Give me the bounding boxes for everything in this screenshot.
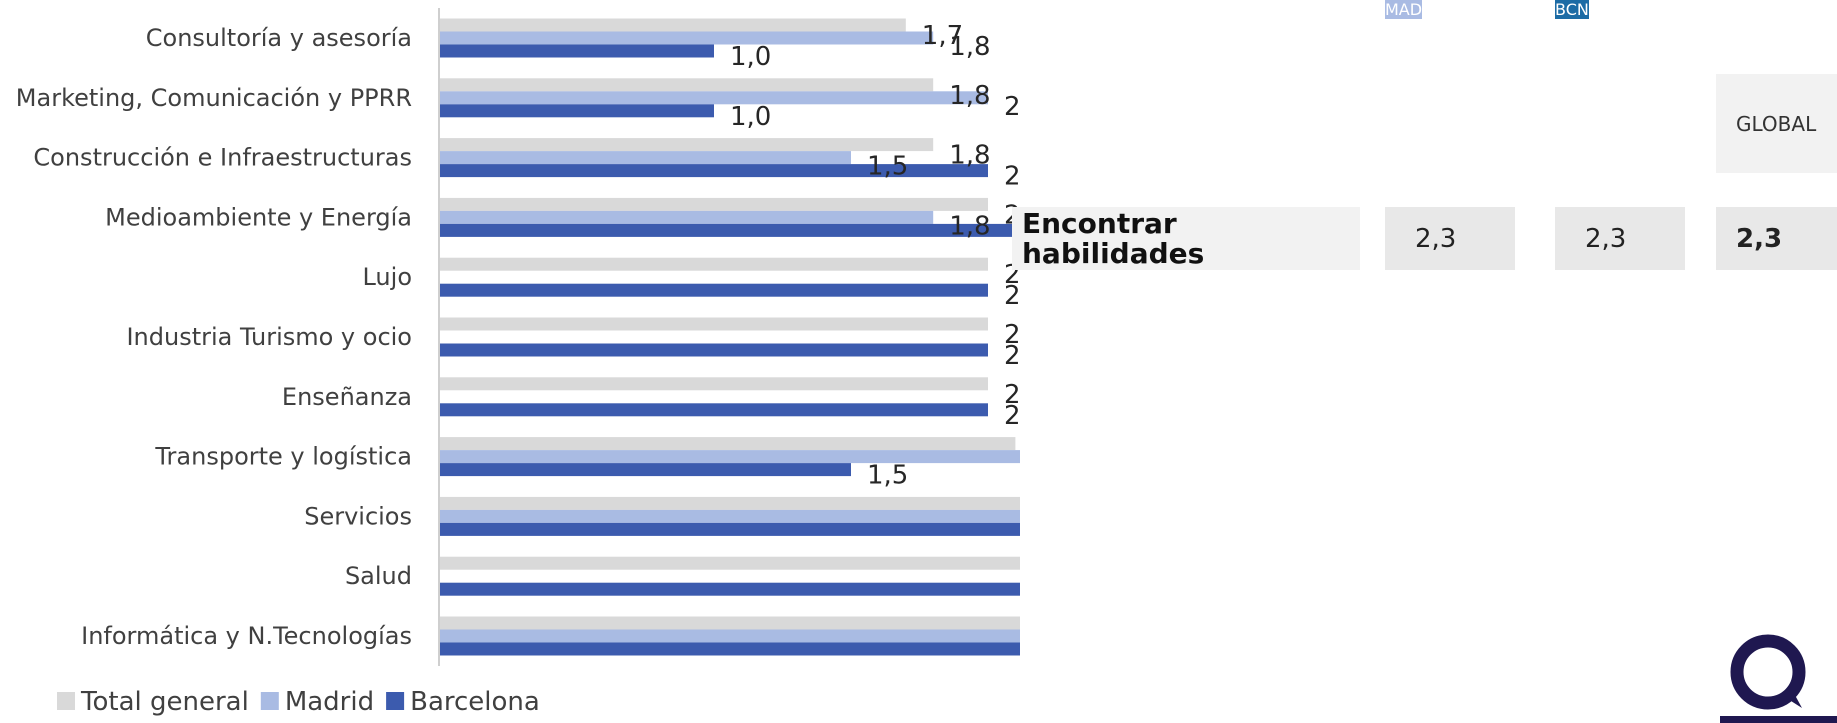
header-bcn-label: BCN xyxy=(1555,0,1589,19)
bar-total-general xyxy=(440,317,988,331)
value-global-text: 2,3 xyxy=(1736,223,1783,254)
bar-barcelona xyxy=(440,522,1020,536)
bar-barcelona xyxy=(440,283,988,297)
legend-entry: Madrid xyxy=(285,687,374,717)
bar-barcelona xyxy=(440,463,851,477)
value-global: 2,3 xyxy=(1716,207,1837,270)
legend: Total general Madrid Barcelona xyxy=(57,687,540,717)
bar-barcelona xyxy=(440,104,714,118)
category-label: Enseñanza xyxy=(282,383,412,411)
row-label: Encontrar habilidades xyxy=(1022,207,1205,270)
bar-barcelona xyxy=(440,403,988,417)
value-mad: 2,3 xyxy=(1385,207,1515,270)
bar-total-general xyxy=(440,138,934,152)
bar-total-general xyxy=(440,257,988,271)
header-mad-label: MAD xyxy=(1385,0,1423,19)
bar-total-general xyxy=(440,377,988,391)
bar-total-general xyxy=(440,437,1016,451)
category-label: Lujo xyxy=(362,263,412,291)
data-label: 2,0 xyxy=(1004,162,1020,192)
value-labels: 1,71,81,01,82,01,01,81,52,02,01,82,52,02… xyxy=(730,21,1020,491)
legend-swatch xyxy=(386,692,405,710)
legend-entry: Barcelona xyxy=(410,687,540,717)
bar-madrid xyxy=(440,151,851,165)
data-label: 1,5 xyxy=(867,152,908,182)
data-label: 1,7 xyxy=(922,21,963,51)
bars xyxy=(440,18,1020,656)
data-label: 2,0 xyxy=(1004,380,1020,410)
bar-total-general xyxy=(440,78,934,92)
bar-madrid xyxy=(440,509,1020,523)
data-label: 1,8 xyxy=(949,141,990,171)
bar-total-general xyxy=(440,616,1020,630)
data-label: 1,8 xyxy=(949,211,990,241)
data-label: 1,8 xyxy=(949,81,990,111)
bar-chart: Consultoría y asesoría Marketing, Comunic… xyxy=(16,8,1020,717)
category-label: Salud xyxy=(345,562,412,590)
bar-barcelona xyxy=(440,582,1020,596)
value-mad-text: 2,3 xyxy=(1415,223,1457,254)
bar-barcelona xyxy=(440,642,1020,656)
bar-barcelona xyxy=(440,343,988,357)
data-label: 2,0 xyxy=(1004,92,1020,122)
data-label: 1,8 xyxy=(949,32,990,62)
category-label: Transporte y logística xyxy=(154,443,412,471)
category-label: Servicios xyxy=(304,502,412,530)
category-label: Construcción e Infraestructuras xyxy=(33,144,412,172)
header-mad: MAD xyxy=(1385,0,1423,19)
value-bcn-text: 2,3 xyxy=(1585,223,1627,254)
category-labels: Consultoría y asesoría Marketing, Comunic… xyxy=(16,24,412,650)
bar-barcelona xyxy=(440,164,988,178)
bar-madrid xyxy=(440,450,1020,464)
category-label: Consultoría y asesoría xyxy=(146,24,412,52)
bar-madrid xyxy=(440,91,988,105)
bar-total-general xyxy=(440,556,1020,570)
category-label: Medioambiente y Energía xyxy=(105,203,412,231)
category-label: Industria Turismo y ocio xyxy=(126,323,412,351)
data-label: 2,0 xyxy=(1004,401,1020,431)
data-label: 2,0 xyxy=(1004,320,1020,350)
bar-madrid xyxy=(440,210,934,224)
bar-barcelona xyxy=(440,223,1020,237)
category-label: Informática y N.Tecnologías xyxy=(81,622,412,650)
legend-swatch xyxy=(57,692,75,710)
legend-swatch xyxy=(260,692,279,710)
legend-entry: Total general xyxy=(80,687,249,717)
header-global-label: GLOBAL xyxy=(1736,111,1817,136)
data-label: 2,0 xyxy=(1004,281,1020,311)
category-label: Marketing, Comunicación y PPRR xyxy=(16,84,412,112)
bar-barcelona xyxy=(440,44,714,58)
data-label: 2,0 xyxy=(1004,341,1020,371)
row-label-cell: Encontrar habilidades xyxy=(1012,207,1360,270)
q-speech-bubble-logo-icon xyxy=(1720,628,1837,723)
bar-madrid xyxy=(440,31,934,45)
value-bcn: 2,3 xyxy=(1555,207,1685,270)
data-label: 1,0 xyxy=(730,42,771,72)
header-bcn: BCN xyxy=(1555,0,1589,19)
data-label: 1,0 xyxy=(730,102,771,132)
bar-total-general xyxy=(440,197,988,211)
bar-total-general xyxy=(440,18,906,32)
data-label: 1,5 xyxy=(867,461,908,491)
bar-total-general xyxy=(440,496,1020,510)
header-global: GLOBAL xyxy=(1716,74,1837,173)
bar-madrid xyxy=(440,629,1020,643)
